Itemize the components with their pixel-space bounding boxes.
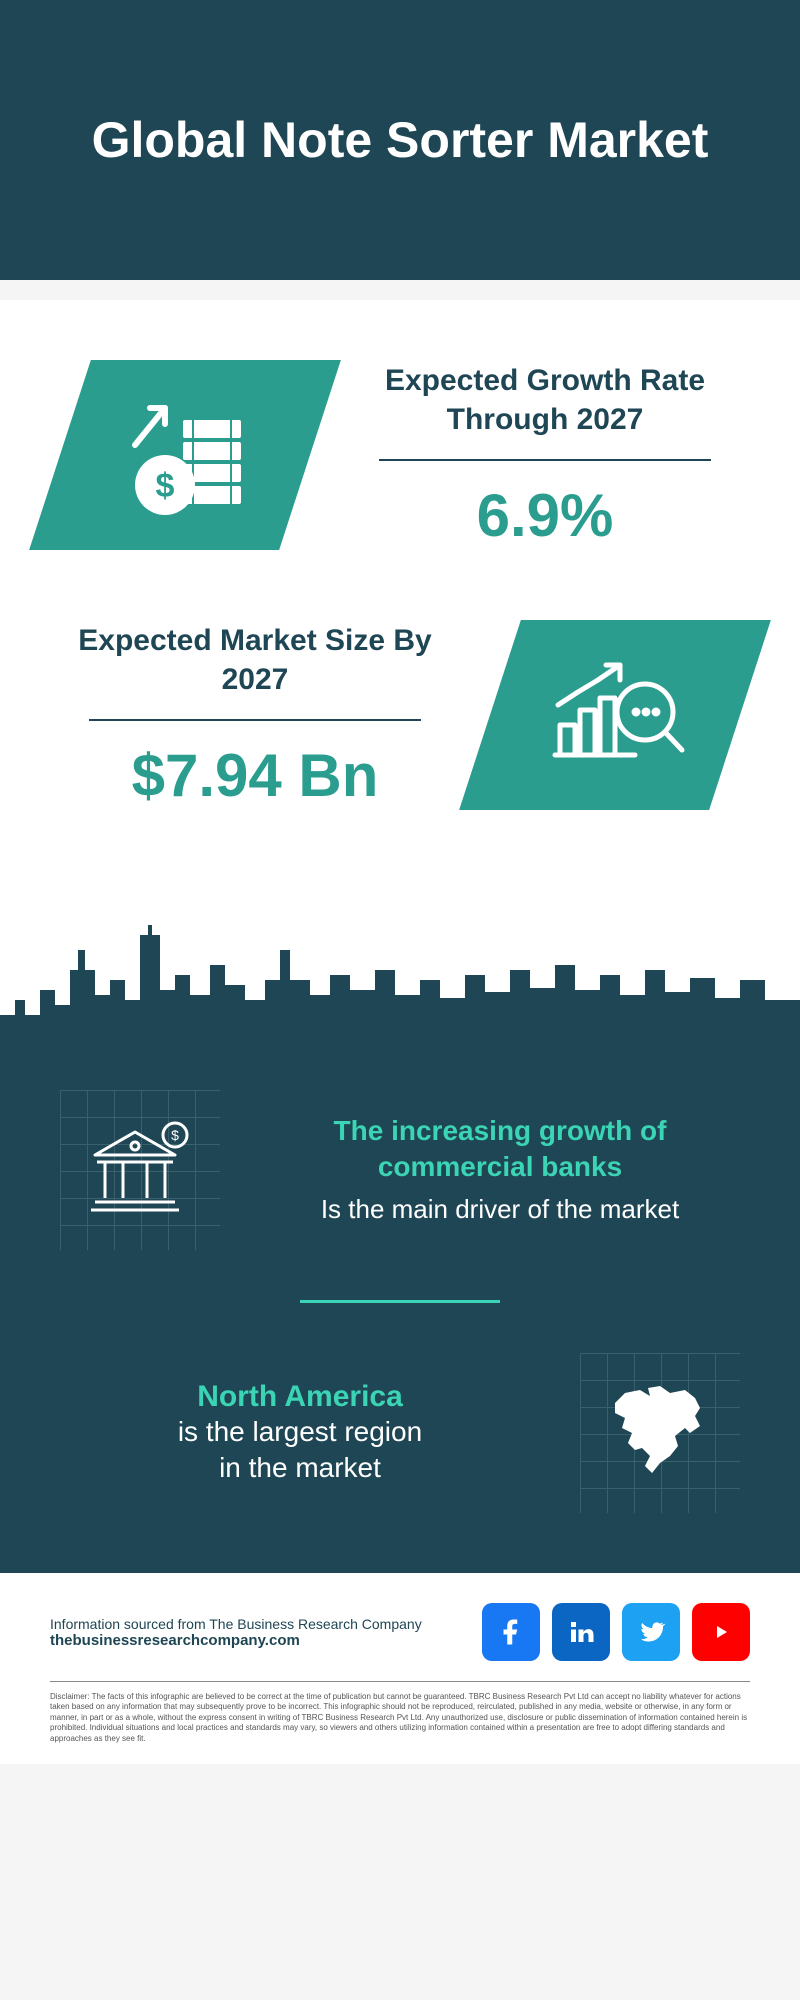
growth-text: Expected Growth Rate Through 2027 6.9% [350,361,740,550]
region-sub-2: in the market [60,1450,540,1486]
map-icon-grid [580,1353,740,1513]
market-driver: $ The increasing growth of commercial ba… [60,1090,740,1250]
facebook-link[interactable] [482,1603,540,1661]
source-url: thebusinessresearchcompany.com [50,1632,300,1649]
driver-text-block: The increasing growth of commercial bank… [260,1113,740,1228]
svg-text:$: $ [171,1127,179,1143]
header-banner: Global Note Sorter Market [0,0,800,280]
region-insight: North America is the largest region in t… [60,1353,740,1513]
insights-section: $ The increasing growth of commercial ba… [0,1060,800,1573]
size-label: Expected Market Size By 2027 [60,621,450,699]
page-title: Global Note Sorter Market [92,110,709,170]
market-size-stat: Expected Market Size By 2027 $7.94 Bn [60,620,740,810]
disclaimer-text: Disclaimer: The facts of this infographi… [50,1692,750,1744]
facebook-icon [496,1617,526,1647]
region-headline: North America [60,1380,540,1414]
bank-icon-grid: $ [60,1090,220,1250]
growth-value: 6.9% [350,481,740,550]
linkedin-link[interactable] [552,1603,610,1661]
size-text: Expected Market Size By 2027 $7.94 Bn [60,621,450,810]
source-line: Information sourced from The Business Re… [50,1616,422,1632]
youtube-icon [704,1620,738,1644]
money-growth-icon: $ [115,390,255,520]
stats-section: $ Expected Growth Rate Through 2027 6.9% [0,300,800,920]
source-attribution: Information sourced from The Business Re… [50,1616,422,1649]
growth-label: Expected Growth Rate Through 2027 [350,361,740,439]
north-america-map-icon [600,1378,720,1488]
twitter-icon [636,1617,666,1647]
svg-text:$: $ [156,467,175,505]
youtube-link[interactable] [692,1603,750,1661]
region-sub-1: is the largest region [60,1414,540,1450]
city-skyline [0,920,800,1060]
size-value: $7.94 Bn [60,741,450,810]
region-text-block: North America is the largest region in t… [60,1380,540,1487]
footer-divider [50,1681,750,1682]
driver-headline: The increasing growth of commercial bank… [260,1113,740,1186]
bank-icon: $ [85,1120,195,1220]
social-icons-row [482,1603,750,1661]
divider [379,459,711,461]
linkedin-icon [566,1617,596,1647]
divider [89,719,421,721]
section-divider [300,1300,500,1303]
driver-subtext: Is the main driver of the market [260,1193,740,1227]
footer-top-row: Information sourced from The Business Re… [50,1603,750,1661]
growth-icon-box: $ [29,360,341,550]
market-icon-box [459,620,771,810]
footer: Information sourced from The Business Re… [0,1573,800,1764]
growth-rate-stat: $ Expected Growth Rate Through 2027 6.9% [60,360,740,550]
market-research-icon [540,650,690,780]
twitter-link[interactable] [622,1603,680,1661]
